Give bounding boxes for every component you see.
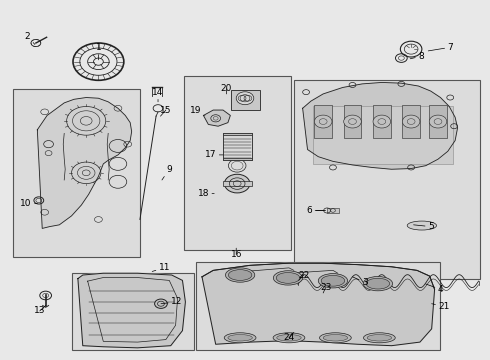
Text: 7: 7 [428,43,453,52]
Bar [343,105,361,138]
Text: 16: 16 [230,248,242,259]
Text: 19: 19 [191,105,205,116]
Bar [315,105,332,138]
Bar [72,273,194,350]
Bar [184,76,292,250]
Circle shape [224,174,250,193]
Bar [231,90,260,110]
Ellipse shape [363,276,392,291]
Ellipse shape [407,221,437,230]
Bar [429,105,447,138]
Polygon shape [78,273,185,348]
Ellipse shape [318,274,347,288]
Circle shape [373,115,391,128]
Text: 5: 5 [414,222,434,231]
Ellipse shape [367,334,392,341]
Bar [314,107,453,164]
Polygon shape [202,263,435,346]
Text: 11: 11 [152,264,170,273]
Ellipse shape [277,334,301,341]
Text: 15: 15 [160,105,172,116]
Text: 6: 6 [307,206,326,215]
Bar [294,80,480,279]
Ellipse shape [276,273,300,283]
Text: 13: 13 [34,306,46,315]
Text: 17: 17 [205,150,223,159]
Text: 18: 18 [198,189,214,198]
Circle shape [315,115,332,128]
Ellipse shape [273,271,303,285]
Ellipse shape [364,333,395,343]
Text: 3: 3 [352,277,368,287]
Bar [223,134,252,160]
Bar [223,158,252,160]
Ellipse shape [228,270,252,280]
Ellipse shape [228,334,252,341]
Text: 9: 9 [162,165,172,180]
Polygon shape [203,110,230,126]
Circle shape [236,92,254,105]
Bar [327,208,339,213]
Bar [13,89,140,257]
Ellipse shape [323,334,347,341]
Text: 10: 10 [21,199,37,208]
Text: 8: 8 [410,52,424,61]
Ellipse shape [321,275,344,286]
Text: 24: 24 [283,332,294,342]
Text: 4: 4 [426,284,443,294]
Text: 2: 2 [25,32,35,44]
Circle shape [343,115,361,128]
Ellipse shape [366,278,390,289]
Polygon shape [37,98,132,228]
Ellipse shape [319,333,351,343]
Ellipse shape [224,333,256,343]
Bar [223,133,252,135]
Ellipse shape [273,333,305,343]
Bar [222,181,252,186]
Text: 1: 1 [96,43,101,60]
Text: 22: 22 [298,270,309,280]
Text: 21: 21 [432,302,449,311]
Bar [402,105,420,138]
Polygon shape [303,82,458,169]
Circle shape [155,299,167,309]
Bar [196,262,441,350]
Circle shape [429,115,447,128]
Ellipse shape [225,268,255,282]
Text: 12: 12 [161,297,182,306]
Text: 20: 20 [221,84,232,94]
Bar [373,105,391,138]
Circle shape [402,115,420,128]
Text: 14: 14 [152,87,164,102]
Text: 23: 23 [320,283,331,293]
